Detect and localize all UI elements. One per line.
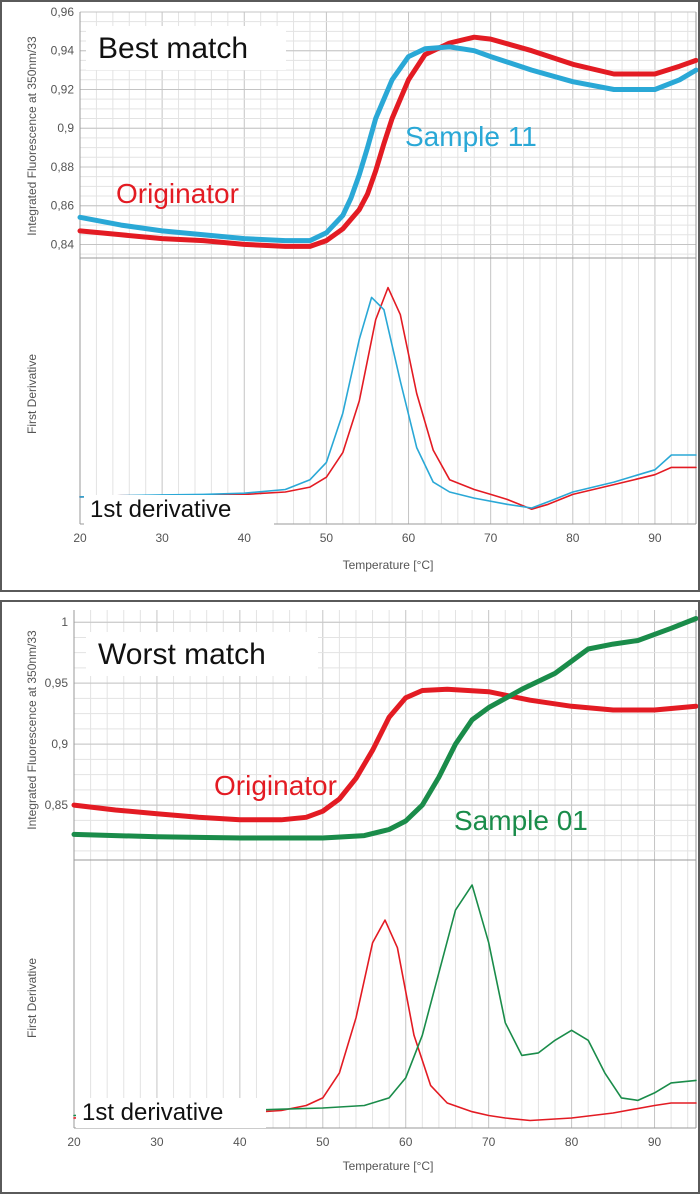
- x-tick-label: 80: [566, 531, 580, 545]
- chart-title: Worst match: [98, 638, 266, 671]
- fluorescence-series-originator: [71, 686, 698, 823]
- x-tick-label: 40: [238, 531, 252, 545]
- chart-panel-worst-match: Integrated Fluorescence at 350nm/33 Firs…: [0, 600, 700, 1194]
- derivative-series-sample-11: [79, 296, 697, 509]
- y-axis-title-fluorescence: Integrated Fluorescence at 350nm/33: [25, 36, 39, 236]
- x-tick-label: 30: [155, 531, 169, 545]
- y-tick-label: 1: [61, 615, 68, 629]
- y-tick-label: 0,9: [57, 121, 74, 135]
- annotation-derivative-label: 1st derivative: [82, 1099, 223, 1126]
- x-tick-label: 90: [648, 1135, 662, 1149]
- annotation-sample-01: Sample 01: [454, 805, 588, 836]
- chart-title: Best match: [98, 32, 248, 65]
- chart-best-match: Integrated Fluorescence at 350nm/33 Firs…: [25, 5, 698, 572]
- chart-title-background: [86, 26, 286, 70]
- derivative-series-originator: [73, 919, 697, 1122]
- y-tick-label: 0,96: [51, 5, 75, 19]
- annotation-derivative-label: 1st derivative: [90, 496, 231, 523]
- y-tick-label: 0,84: [51, 237, 75, 251]
- annotation-originator: Originator: [116, 178, 239, 209]
- x-axis-title: Temperature [°C]: [343, 558, 434, 572]
- x-axis-title: Temperature [°C]: [343, 1159, 434, 1173]
- fluorescence-series-sample-11: [77, 44, 698, 244]
- x-tick-label: 70: [482, 1135, 496, 1149]
- x-tick-label: 20: [73, 531, 87, 545]
- derivative-series-originator: [79, 286, 697, 511]
- x-tick-label: 90: [648, 531, 662, 545]
- chart-title-background: [86, 632, 318, 676]
- x-tick-label: 80: [565, 1135, 579, 1149]
- x-tick-label: 50: [320, 531, 334, 545]
- x-tick-label: 20: [67, 1135, 81, 1149]
- x-tick-label: 60: [402, 531, 416, 545]
- x-tick-label: 70: [484, 531, 498, 545]
- gridlines: [73, 610, 696, 1128]
- y-axis-title-derivative: First Derivative: [25, 958, 39, 1038]
- chart-panel-best-match: Integrated Fluorescence at 350nm/33 Firs…: [0, 0, 700, 592]
- annotation-background: [76, 1098, 266, 1128]
- annotation-background: [84, 495, 274, 525]
- y-tick-label: 0,94: [51, 44, 75, 58]
- y-tick-label: 0,85: [45, 798, 69, 812]
- chart-worst-match: Integrated Fluorescence at 350nm/33 Firs…: [25, 610, 698, 1173]
- x-tick-label: 40: [233, 1135, 247, 1149]
- y-axis-title-derivative: First Derivative: [25, 354, 39, 434]
- y-tick-label: 0,95: [45, 676, 69, 690]
- y-tick-label: 0,92: [51, 82, 75, 96]
- y-axis-title-fluorescence: Integrated Fluorescence at 350nm/33: [25, 630, 39, 830]
- annotation-sample-11: Sample 11: [405, 121, 537, 152]
- fluorescence-series-originator: [77, 34, 698, 249]
- y-tick-label: 0,86: [51, 199, 75, 213]
- x-tick-label: 60: [399, 1135, 413, 1149]
- y-tick-label: 0,88: [51, 160, 75, 174]
- y-tick-label: 0,9: [51, 737, 68, 751]
- x-tick-label: 30: [150, 1135, 164, 1149]
- x-tick-label: 50: [316, 1135, 330, 1149]
- annotation-originator: Originator: [214, 770, 337, 801]
- fluorescence-series-sample-01: [71, 616, 698, 841]
